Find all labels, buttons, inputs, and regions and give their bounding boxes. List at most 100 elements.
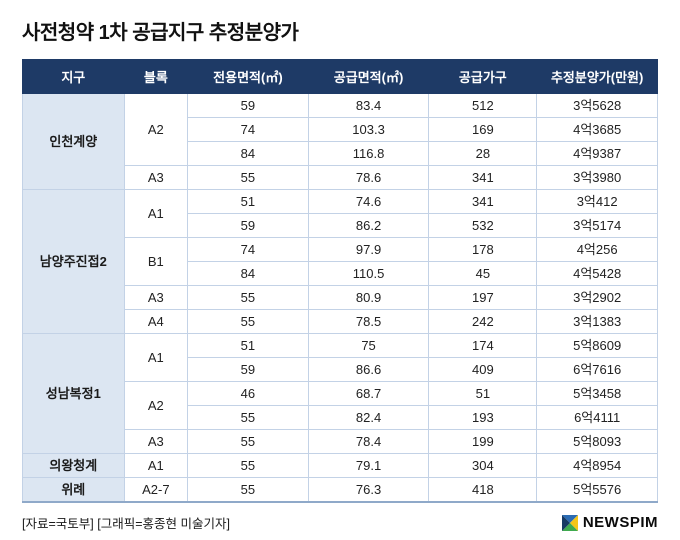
value-cell: 59	[187, 357, 309, 382]
value-cell: 55	[187, 405, 309, 430]
district-cell: 위례	[22, 477, 125, 503]
table-row: 74 103.3 169 4억3685	[23, 117, 658, 142]
value-cell: 80.9	[307, 285, 430, 310]
value-cell: 193	[428, 405, 538, 430]
value-cell: 3억412	[536, 189, 658, 214]
value-cell: 103.3	[307, 117, 430, 142]
value-cell: 55	[187, 477, 309, 503]
newspim-logo: NEWSPIM	[561, 514, 658, 531]
table-row: 59 86.2 532 3억5174	[23, 213, 658, 238]
table-row: 위례 A2-7 55 76.3 418 5억5576	[22, 477, 658, 503]
column-header-block: 블록	[123, 59, 189, 94]
value-cell: 75	[307, 333, 430, 358]
value-cell: 341	[428, 165, 538, 190]
value-cell: 5억8093	[536, 429, 658, 454]
value-cell: 242	[428, 309, 538, 334]
value-cell: 4억8954	[536, 453, 658, 478]
block-cell: A2	[123, 93, 189, 166]
newspim-flag-icon	[561, 514, 578, 531]
district-cell: 성남복정1	[22, 333, 125, 454]
value-cell: 4억5428	[536, 261, 658, 286]
value-cell: 409	[428, 357, 538, 382]
block-cell: A3	[123, 165, 189, 190]
source-credit: [자료=국토부] [그래픽=홍종현 미술기자]	[22, 517, 230, 531]
table-row: 84 110.5 45 4억5428	[23, 261, 658, 286]
table-row: 55 82.4 193 6억4111	[23, 405, 658, 430]
table-row: 의왕청계 A1 55 79.1 304 4억8954	[22, 453, 658, 478]
header-row: 지구 블록 전용면적(㎡) 공급면적(㎡) 공급가구 추정분양가(만원)	[22, 59, 658, 94]
block-cell: A1	[123, 189, 189, 238]
district-cell: 인천계양	[22, 93, 125, 190]
column-header-district: 지구	[22, 59, 125, 94]
column-header-exclusive-area: 전용면적(㎡)	[187, 59, 309, 94]
value-cell: 116.8	[307, 141, 430, 166]
logo-text: NEWSPIM	[582, 514, 658, 531]
value-cell: 512	[428, 93, 538, 118]
value-cell: 55	[187, 285, 309, 310]
value-cell: 418	[428, 477, 538, 503]
value-cell: 45	[428, 261, 538, 286]
column-header-supply-area: 공급면적(㎡)	[307, 59, 430, 94]
value-cell: 46	[187, 381, 309, 406]
value-cell: 74	[187, 117, 309, 142]
table-row: B1 74 97.9 178 4억256	[23, 237, 658, 286]
block-cell: A4	[123, 309, 189, 334]
price-table: 지구 블록 전용면적(㎡) 공급면적(㎡) 공급가구 추정분양가(만원) 인천계…	[22, 59, 658, 503]
value-cell: 197	[428, 285, 538, 310]
value-cell: 6억4111	[536, 405, 658, 430]
value-cell: 55	[187, 429, 309, 454]
footer: [자료=국토부] [그래픽=홍종현 미술기자] NEWSPIM	[22, 513, 658, 532]
value-cell: 86.2	[307, 213, 430, 238]
value-cell: 82.4	[307, 405, 430, 430]
district-cell: 의왕청계	[22, 453, 125, 478]
value-cell: 304	[428, 453, 538, 478]
table-row: A3 55 78.6 341 3억3980	[23, 165, 658, 190]
value-cell: 341	[428, 189, 538, 214]
block-cell: A3	[123, 285, 189, 310]
value-cell: 78.5	[307, 309, 430, 334]
table-body: 인천계양 A2 59 83.4 512 3억5628 74 103.3 169 4억3685 84 1…	[22, 93, 658, 503]
table-row: 남양주진접2 A1 51 74.6 341 3억412	[22, 189, 658, 334]
value-cell: 86.6	[307, 357, 430, 382]
value-cell: 74	[187, 237, 309, 262]
value-cell: 84	[187, 261, 309, 286]
value-cell: 4억256	[536, 237, 658, 262]
table-header: 지구 블록 전용면적(㎡) 공급면적(㎡) 공급가구 추정분양가(만원)	[22, 59, 658, 94]
block-cell: A2	[123, 381, 189, 430]
column-header-households: 공급가구	[428, 59, 538, 94]
value-cell: 110.5	[307, 261, 430, 286]
value-cell: 51	[187, 333, 309, 358]
value-cell: 199	[428, 429, 538, 454]
value-cell: 169	[428, 117, 538, 142]
value-cell: 55	[187, 165, 309, 190]
table-row: 인천계양 A2 59 83.4 512 3억5628	[22, 93, 658, 190]
value-cell: 174	[428, 333, 538, 358]
value-cell: 84	[187, 141, 309, 166]
value-cell: 55	[187, 309, 309, 334]
value-cell: 532	[428, 213, 538, 238]
block-cell: A3	[123, 429, 189, 454]
value-cell: 78.6	[307, 165, 430, 190]
value-cell: 5억5576	[536, 477, 658, 503]
value-cell: 6억7616	[536, 357, 658, 382]
value-cell: 55	[187, 453, 309, 478]
value-cell: 5억3458	[536, 381, 658, 406]
value-cell: 59	[187, 213, 309, 238]
value-cell: 59	[187, 93, 309, 118]
value-cell: 97.9	[307, 237, 430, 262]
value-cell: 3억3980	[536, 165, 658, 190]
value-cell: 3억5174	[536, 213, 658, 238]
page-title: 사전청약 1차 공급지구 추정분양가	[22, 22, 299, 44]
value-cell: 3억2902	[536, 285, 658, 310]
value-cell: 76.3	[307, 477, 430, 503]
value-cell: 83.4	[307, 93, 430, 118]
district-cell: 남양주진접2	[22, 189, 125, 334]
table-row: A3 55 78.4 199 5억8093	[23, 429, 658, 454]
table-row: 성남복정1 A1 51 75 174 5억8609	[22, 333, 658, 454]
value-cell: 4억9387	[536, 141, 658, 166]
value-cell: 3억1383	[536, 309, 658, 334]
block-cell: B1	[123, 237, 189, 286]
value-cell: 28	[428, 141, 538, 166]
table-row: 84 116.8 28 4억9387	[23, 141, 658, 166]
